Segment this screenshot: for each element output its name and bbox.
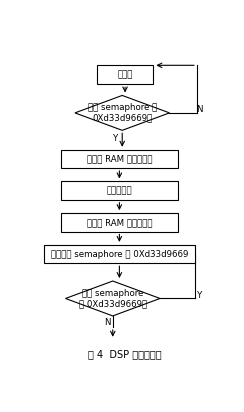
Text: 输出 semaphore
为 0Xd33d9669？: 输出 semaphore 为 0Xd33d9669？ <box>79 289 147 308</box>
Text: 卡尔曼滤波: 卡尔曼滤波 <box>107 186 132 195</box>
Text: Y: Y <box>113 134 118 143</box>
Polygon shape <box>75 96 170 130</box>
FancyBboxPatch shape <box>97 66 153 84</box>
Polygon shape <box>65 281 160 316</box>
Text: 从双口 RAM 取跟踪数据: 从双口 RAM 取跟踪数据 <box>87 154 152 164</box>
FancyBboxPatch shape <box>61 150 178 168</box>
Text: 初始化: 初始化 <box>117 70 133 80</box>
Text: 向双口 RAM 送处理结果: 向双口 RAM 送处理结果 <box>87 218 152 227</box>
Text: N: N <box>196 105 203 114</box>
Text: Y: Y <box>197 291 202 300</box>
FancyBboxPatch shape <box>44 245 195 263</box>
Text: 图 4  DSP 程序流程图: 图 4 DSP 程序流程图 <box>88 350 162 360</box>
FancyBboxPatch shape <box>61 181 178 200</box>
Text: 输入 semaphore 为
0Xd33d9669？: 输入 semaphore 为 0Xd33d9669？ <box>88 103 157 123</box>
Text: 设置输入 semaphore 为 0Xd33d9669: 设置输入 semaphore 为 0Xd33d9669 <box>51 250 188 259</box>
Text: N: N <box>104 318 110 327</box>
FancyBboxPatch shape <box>61 213 178 232</box>
